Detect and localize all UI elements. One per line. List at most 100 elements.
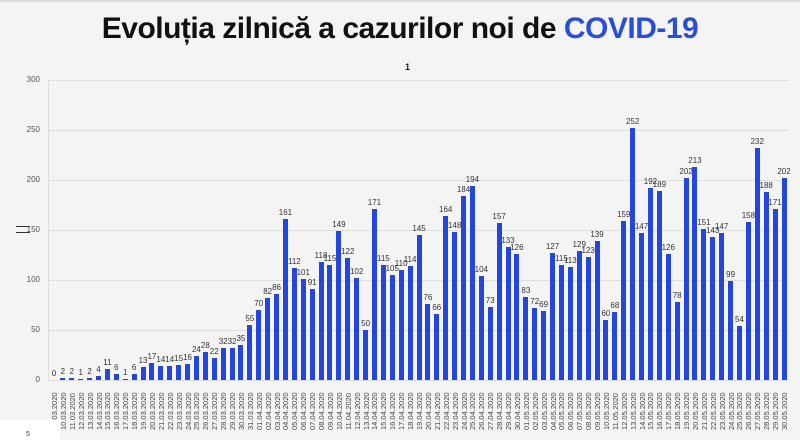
bar (398, 270, 404, 380)
data-label: 213 (688, 156, 702, 165)
data-label: 188 (759, 181, 773, 190)
x-tick-label: 22.05.2020 (708, 392, 718, 430)
data-label: 1 (78, 368, 83, 377)
data-label: 78 (672, 291, 682, 300)
gridline (48, 230, 788, 231)
bar (336, 231, 342, 380)
bar (656, 191, 662, 380)
data-label: 133 (501, 236, 515, 245)
data-label: 157 (492, 212, 506, 221)
x-tick-label: 26.04.2020 (477, 392, 487, 430)
bar (87, 378, 93, 380)
footer-strip (0, 420, 60, 440)
x-tick-label: 20.04.2020 (423, 392, 433, 430)
x-tick-label: 11.03.2020 (67, 393, 77, 430)
data-label: 2 (87, 367, 92, 376)
bar (256, 310, 262, 380)
bar (265, 298, 271, 380)
data-label: 83 (521, 286, 531, 295)
data-label: 143 (706, 226, 720, 235)
bar (710, 237, 716, 380)
bar (318, 262, 324, 380)
bar (389, 275, 395, 380)
data-label: 102 (349, 267, 364, 276)
x-tick-label: 16.03.2020 (112, 392, 122, 430)
bar (603, 320, 609, 380)
x-tick-label: 21.05.2020 (699, 392, 709, 430)
bar (443, 216, 449, 380)
x-tick-label: 18.03.2020 (130, 392, 140, 430)
data-label: 158 (741, 211, 756, 220)
x-tick-label: 27.04.2020 (486, 392, 496, 430)
data-label: 28 (200, 341, 210, 350)
data-label: 104 (474, 265, 488, 274)
x-tick-label: 09.04.2020 (325, 392, 335, 430)
bar (238, 345, 244, 380)
bar (558, 265, 564, 380)
y-tick-label: 50 (31, 325, 40, 334)
data-label: 15 (174, 354, 184, 363)
data-label: 13 (138, 356, 148, 365)
bar (594, 241, 600, 380)
data-label: 147 (634, 222, 649, 231)
bar (363, 330, 369, 380)
bar (665, 254, 671, 380)
data-label: 32 (227, 337, 237, 346)
data-label: 24 (191, 345, 201, 354)
bar (567, 267, 573, 380)
bar (407, 266, 413, 380)
x-tick-label: 16.05.2020 (655, 392, 665, 430)
x-tick-label: 13.05.2020 (628, 392, 638, 430)
data-label: 184 (456, 185, 471, 194)
x-tick-label: 27.05.2020 (753, 392, 763, 430)
data-label: 0 (51, 369, 57, 378)
bar (327, 265, 333, 380)
bar (692, 167, 698, 380)
bar (550, 253, 556, 380)
bar (185, 364, 191, 380)
x-tick-label: 20.05.2020 (690, 392, 700, 430)
data-label: 232 (750, 137, 764, 146)
bar (202, 352, 208, 380)
top-border (0, 0, 800, 2)
x-tick-label: 21.04.2020 (432, 392, 442, 430)
x-tick-label: 02.05.2020 (530, 392, 540, 430)
data-label: 2 (69, 367, 75, 376)
x-tick-label: 03.05.2020 (539, 392, 549, 430)
bar (354, 278, 360, 380)
x-tick-label: 07.04.2020 (308, 392, 318, 430)
data-label: 72 (530, 297, 540, 306)
bar (193, 356, 199, 380)
y-tick-label: 200 (26, 175, 40, 184)
bar (452, 232, 458, 380)
bar (523, 297, 529, 380)
x-tick-label: 01.05.2020 (521, 392, 531, 430)
data-label: 122 (341, 247, 355, 256)
data-label: 101 (296, 268, 310, 277)
gridline (48, 80, 788, 81)
data-label: 6 (131, 363, 137, 372)
data-label: 55 (245, 314, 255, 323)
data-label: 115 (323, 254, 337, 263)
data-label: 22 (209, 347, 219, 356)
x-tick-label: 19.04.2020 (415, 392, 424, 430)
data-label: 6 (114, 363, 119, 372)
x-tick-label: 28.03.2020 (219, 392, 229, 430)
x-tick-label: 11.04.2020 (343, 393, 353, 430)
x-tick-label: 29.04.2020 (504, 392, 514, 430)
data-label: 76 (423, 293, 433, 302)
data-label: 4 (96, 365, 101, 374)
data-label: 114 (403, 255, 417, 264)
bar (167, 366, 173, 380)
bar (247, 325, 253, 380)
data-label: 86 (272, 283, 281, 292)
page-number: 5 (26, 431, 30, 438)
bar (585, 257, 591, 380)
data-label: 129 (572, 240, 586, 249)
x-tick-label: 11.05.2020 (610, 393, 620, 430)
bar (763, 192, 769, 380)
x-tick-label: 18.04.2020 (406, 392, 416, 430)
bar (211, 358, 217, 380)
data-label: 91 (307, 278, 317, 287)
bar (612, 312, 618, 380)
